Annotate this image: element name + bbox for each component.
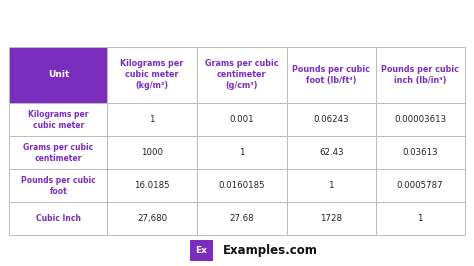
Bar [107, 136, 197, 169]
Bar [197, 202, 287, 235]
Bar [287, 202, 376, 235]
Text: 1: 1 [239, 148, 245, 157]
Text: 62.43: 62.43 [319, 148, 344, 157]
Bar [287, 136, 376, 169]
Text: Ex: Ex [195, 246, 208, 255]
Bar [107, 169, 197, 202]
Bar [107, 47, 197, 103]
Text: Cubic Inch: Cubic Inch [36, 214, 81, 223]
Text: 0.00003613: 0.00003613 [394, 115, 446, 124]
Bar [197, 169, 287, 202]
Bar [190, 240, 213, 261]
Bar [287, 47, 376, 103]
Text: Examples.com: Examples.com [223, 244, 318, 257]
Bar [287, 103, 376, 136]
Text: Grams per cubic
centimeter: Grams per cubic centimeter [23, 143, 93, 163]
Bar [376, 169, 465, 202]
Text: 27.68: 27.68 [229, 214, 254, 223]
Bar [376, 47, 465, 103]
Bar [9, 136, 107, 169]
Bar [287, 169, 376, 202]
Text: 27,680: 27,680 [137, 214, 167, 223]
Text: 0.06243: 0.06243 [313, 115, 349, 124]
Text: Pounds per cubic
foot (lb/ft³): Pounds per cubic foot (lb/ft³) [292, 65, 370, 85]
Text: Pounds per cubic
inch (lb/in³): Pounds per cubic inch (lb/in³) [381, 65, 459, 85]
Text: 1: 1 [418, 214, 423, 223]
Text: Grams per cubic
centimeter
(g/cm³): Grams per cubic centimeter (g/cm³) [205, 59, 279, 90]
Bar [197, 136, 287, 169]
Text: 16.0185: 16.0185 [134, 181, 170, 190]
Text: Kilograms per
cubic meter
(kg/m³): Kilograms per cubic meter (kg/m³) [120, 59, 184, 90]
Bar [9, 47, 107, 103]
Text: 1: 1 [328, 181, 334, 190]
Text: CONVERSION OF DENSITY UNITS: CONVERSION OF DENSITY UNITS [53, 14, 421, 33]
Text: 0.001: 0.001 [229, 115, 254, 124]
Text: Unit: Unit [48, 70, 69, 79]
Bar [197, 103, 287, 136]
Bar [107, 202, 197, 235]
Bar [376, 103, 465, 136]
Text: 0.0005787: 0.0005787 [397, 181, 444, 190]
Bar [9, 202, 107, 235]
Text: 1728: 1728 [320, 214, 342, 223]
Text: Pounds per cubic
foot: Pounds per cubic foot [21, 176, 96, 196]
Bar [9, 103, 107, 136]
Bar [376, 136, 465, 169]
Bar [376, 202, 465, 235]
Bar [107, 103, 197, 136]
Text: 1000: 1000 [141, 148, 163, 157]
Text: 0.03613: 0.03613 [402, 148, 438, 157]
Text: 1: 1 [149, 115, 155, 124]
Text: Kilograms per
cubic meter: Kilograms per cubic meter [28, 110, 89, 130]
Bar [9, 169, 107, 202]
Text: 0.0160185: 0.0160185 [219, 181, 265, 190]
Bar [197, 47, 287, 103]
